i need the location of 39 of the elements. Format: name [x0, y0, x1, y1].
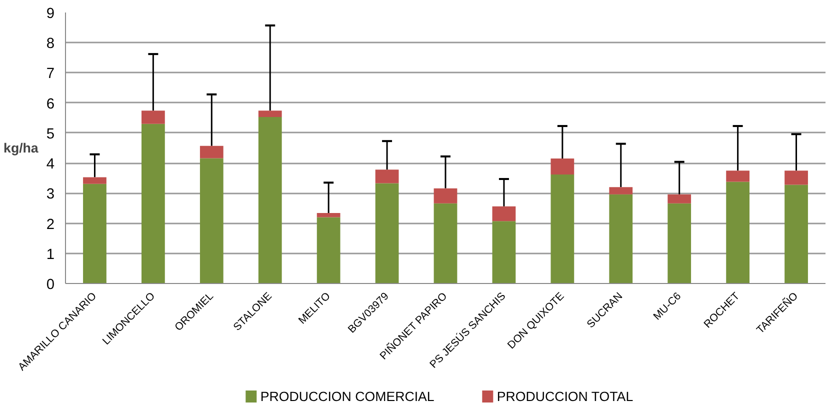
bar — [668, 203, 692, 284]
bar — [316, 213, 340, 218]
bar — [142, 110, 165, 124]
y-tick-label: 5 — [46, 126, 55, 142]
bar — [784, 170, 808, 185]
bar — [609, 187, 633, 194]
bar — [550, 174, 574, 284]
bar — [726, 182, 750, 284]
y-tick-label: 1 — [46, 246, 55, 263]
legend-label: PRODUCCION COMERCIAL — [260, 389, 434, 404]
bar — [434, 203, 458, 284]
bar — [142, 124, 165, 284]
y-tick-label: 3 — [46, 186, 55, 203]
y-tick-label: 0 — [46, 277, 55, 293]
bar — [200, 158, 224, 284]
legend-label: PRODUCCION TOTAL — [496, 389, 634, 404]
y-tick-label: 6 — [46, 96, 55, 112]
bar — [375, 183, 399, 284]
bar — [83, 184, 106, 284]
bar — [258, 116, 282, 284]
bar — [434, 188, 458, 204]
bar — [200, 146, 224, 158]
bar — [784, 184, 808, 284]
bar — [492, 221, 516, 284]
bar — [258, 110, 282, 117]
bar — [726, 170, 750, 182]
y-tick-label: 2 — [46, 216, 55, 233]
y-tick-label: 4 — [46, 156, 55, 173]
y-axis-title: kg/ha — [4, 140, 39, 156]
bar — [492, 206, 516, 222]
bar — [668, 194, 692, 204]
y-tick-label: 7 — [46, 66, 55, 82]
bar — [609, 194, 633, 284]
y-tick-label: 9 — [46, 6, 55, 22]
bar — [83, 177, 106, 184]
bar — [316, 217, 340, 284]
bar — [550, 158, 574, 174]
bar — [375, 170, 399, 184]
y-tick-label: 8 — [46, 36, 55, 52]
